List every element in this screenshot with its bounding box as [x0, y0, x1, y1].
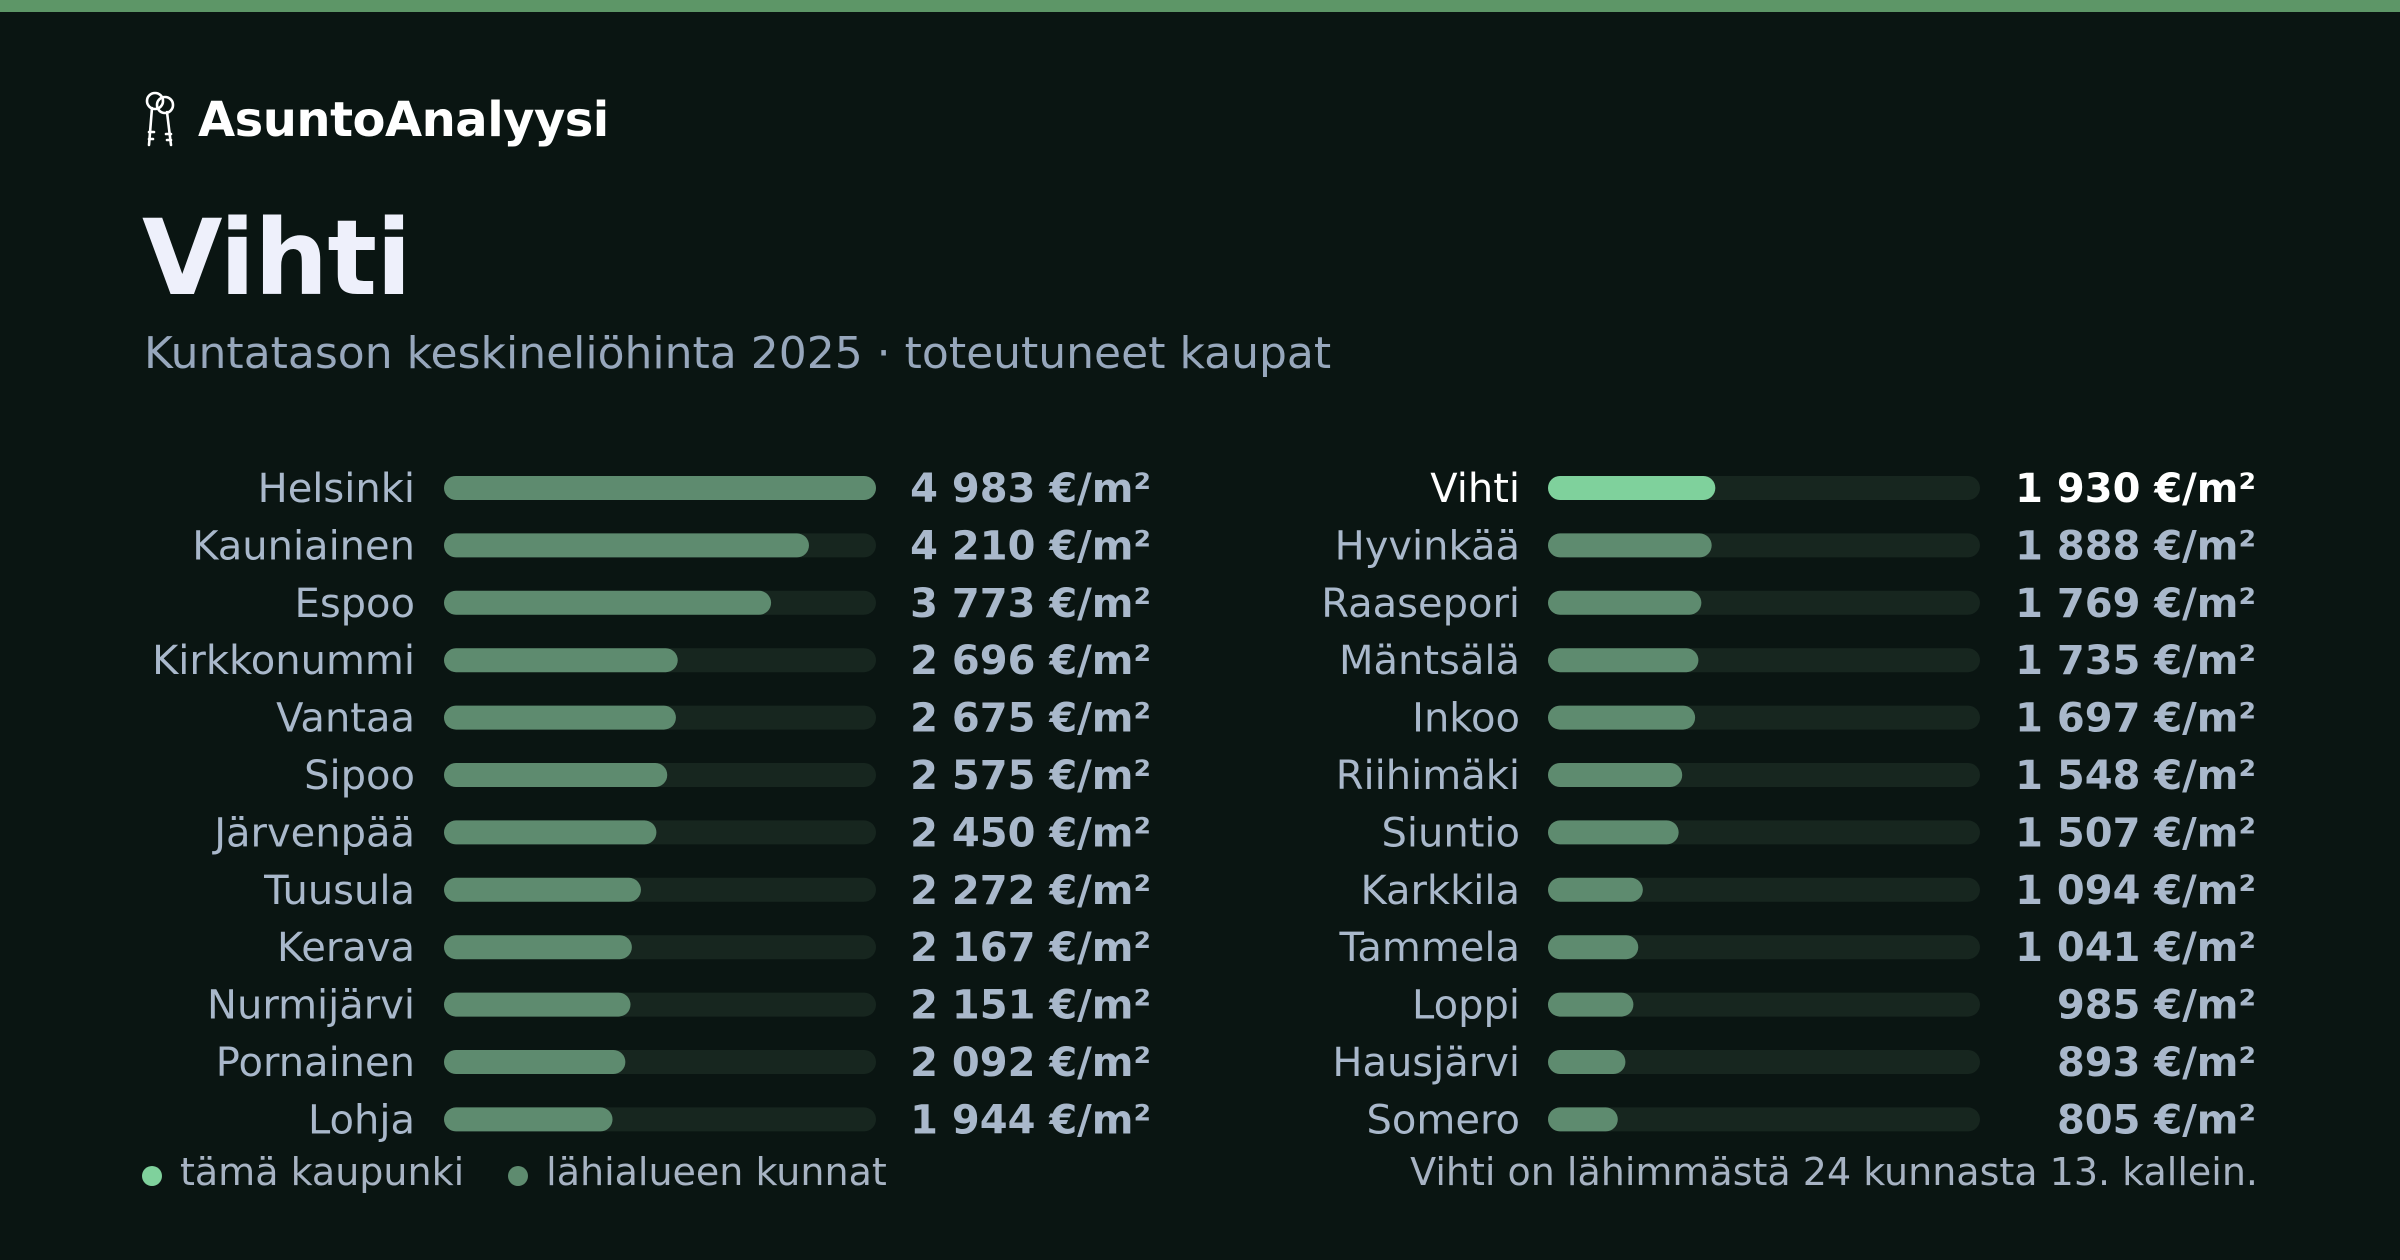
- value-label-vihti: 1 930 €/m²: [2015, 466, 2256, 512]
- bar-riihim-ki: [1548, 763, 1683, 787]
- bar-kerava: [444, 935, 632, 960]
- value-label-espoo: 3 773 €/m²: [910, 581, 1151, 627]
- bar-siuntio: [1548, 820, 1679, 845]
- bar-hyvink-: [1548, 533, 1712, 558]
- category-label-m-nts-l-: Mäntsälä: [1339, 638, 1520, 684]
- legend-item-neighbors: lähialueen kunnat: [508, 1150, 887, 1194]
- value-label-m-nts-l-: 1 735 €/m²: [2015, 638, 2256, 684]
- bar-helsinki: [444, 476, 876, 500]
- legend-dot-neighbors: [508, 1166, 529, 1186]
- value-label-lohja: 1 944 €/m²: [910, 1097, 1151, 1143]
- value-label-raasepori: 1 769 €/m²: [2015, 581, 2256, 627]
- category-label-inkoo: Inkoo: [1412, 696, 1520, 742]
- value-label-inkoo: 1 697 €/m²: [2015, 696, 2256, 742]
- category-label-hyvink-: Hyvinkää: [1335, 523, 1520, 569]
- value-label-kauniainen: 4 210 €/m²: [910, 523, 1151, 569]
- value-label-kirkkonummi: 2 696 €/m²: [910, 638, 1151, 684]
- keys-icon: [145, 91, 175, 147]
- brand-name: AsuntoAnalyysi: [198, 92, 609, 148]
- value-label-vantaa: 2 675 €/m²: [910, 696, 1151, 742]
- category-label-riihim-ki: Riihimäki: [1336, 753, 1520, 799]
- bar-vihti: [1548, 476, 1716, 500]
- bar-sipoo: [444, 763, 668, 787]
- bar-kauniainen: [444, 533, 809, 558]
- value-label-sipoo: 2 575 €/m²: [910, 753, 1151, 799]
- category-label-kirkkonummi: Kirkkonummi: [152, 638, 415, 684]
- bar-track-loppi: [1548, 992, 1980, 1017]
- bar-track-karkkila: [1548, 877, 1980, 902]
- bar-inkoo: [1548, 705, 1696, 730]
- value-label-nurmij-rvi: 2 151 €/m²: [910, 983, 1151, 1029]
- bar-tuusula: [444, 877, 641, 902]
- bar-tammela: [1548, 935, 1639, 960]
- category-label-helsinki: Helsinki: [258, 466, 415, 512]
- category-label-hausj-rvi: Hausjärvi: [1332, 1040, 1520, 1086]
- bar-j-rvenp-: [444, 820, 657, 845]
- chart-subtitle: Kuntatason keskineliöhinta 2025 · toteut…: [144, 328, 1332, 379]
- bar-kirkkonummi: [444, 648, 678, 673]
- legend-dot-this-city: [142, 1166, 162, 1186]
- category-label-pornainen: Pornainen: [216, 1040, 415, 1086]
- rank-footnote: Vihti on lähimmästä 24 kunnasta 13. kall…: [1410, 1150, 2258, 1194]
- category-label-nurmij-rvi: Nurmijärvi: [207, 983, 415, 1029]
- category-label-raasepori: Raasepori: [1321, 581, 1520, 627]
- value-label-somero: 805 €/m²: [2057, 1097, 2256, 1143]
- bar-loppi: [1548, 992, 1634, 1017]
- bar-lohja: [444, 1107, 613, 1132]
- value-label-pornainen: 2 092 €/m²: [910, 1040, 1151, 1086]
- bar-track-somero: [1548, 1107, 1980, 1132]
- category-label-tuusula: Tuusula: [263, 868, 415, 914]
- category-label-siuntio: Siuntio: [1382, 810, 1520, 856]
- bar-track-hausj-rvi: [1548, 1050, 1980, 1074]
- bar-karkkila: [1548, 877, 1643, 902]
- value-label-loppi: 985 €/m²: [2057, 983, 2256, 1029]
- legend: tämä kaupunki lähialueen kunnat: [142, 1150, 931, 1194]
- category-label-lohja: Lohja: [308, 1097, 415, 1143]
- legend-item-this-city: tämä kaupunki: [142, 1150, 464, 1194]
- bar-track-tammela: [1548, 935, 1980, 960]
- category-label-vihti: Vihti: [1430, 466, 1520, 512]
- page-title: Vihti: [142, 197, 412, 319]
- value-label-hyvink-: 1 888 €/m²: [2015, 523, 2256, 569]
- bar-pornainen: [444, 1050, 626, 1074]
- value-label-kerava: 2 167 €/m²: [910, 925, 1151, 971]
- bar-hausj-rvi: [1548, 1050, 1626, 1074]
- legend-label-neighbors: lähialueen kunnat: [546, 1150, 887, 1194]
- category-label-j-rvenp-: Järvenpää: [211, 810, 415, 856]
- category-label-somero: Somero: [1367, 1097, 1520, 1143]
- value-label-siuntio: 1 507 €/m²: [2015, 810, 2256, 856]
- category-label-kerava: Kerava: [277, 925, 415, 971]
- category-label-sipoo: Sipoo: [304, 753, 415, 799]
- value-label-karkkila: 1 094 €/m²: [2015, 868, 2256, 914]
- bar-raasepori: [1548, 590, 1702, 615]
- category-label-tammela: Tammela: [1339, 925, 1521, 971]
- value-label-tammela: 1 041 €/m²: [2015, 925, 2256, 971]
- value-label-hausj-rvi: 893 €/m²: [2057, 1040, 2256, 1086]
- category-label-karkkila: Karkkila: [1360, 868, 1520, 914]
- price-bar-chart: Helsinki 4 983 €/m² Kauniainen 4 210 €/m² Es…: [152, 466, 2256, 1143]
- bar-espoo: [444, 590, 772, 615]
- bar-nurmij-rvi: [444, 992, 631, 1017]
- value-label-helsinki: 4 983 €/m²: [910, 466, 1151, 512]
- value-label-tuusula: 2 272 €/m²: [910, 868, 1151, 914]
- top-accent-stripe: [0, 0, 2400, 12]
- value-label-j-rvenp-: 2 450 €/m²: [910, 810, 1151, 856]
- category-label-espoo: Espoo: [295, 581, 415, 627]
- value-label-riihim-ki: 1 548 €/m²: [2015, 753, 2256, 799]
- brand: AsuntoAnalyysi: [142, 88, 609, 152]
- legend-label-this-city: tämä kaupunki: [180, 1150, 465, 1194]
- category-label-kauniainen: Kauniainen: [192, 523, 415, 569]
- bar-somero: [1548, 1107, 1618, 1132]
- bar-vantaa: [444, 705, 676, 730]
- bar-m-nts-l-: [1548, 648, 1699, 673]
- category-label-loppi: Loppi: [1412, 983, 1520, 1029]
- category-label-vantaa: Vantaa: [276, 696, 415, 742]
